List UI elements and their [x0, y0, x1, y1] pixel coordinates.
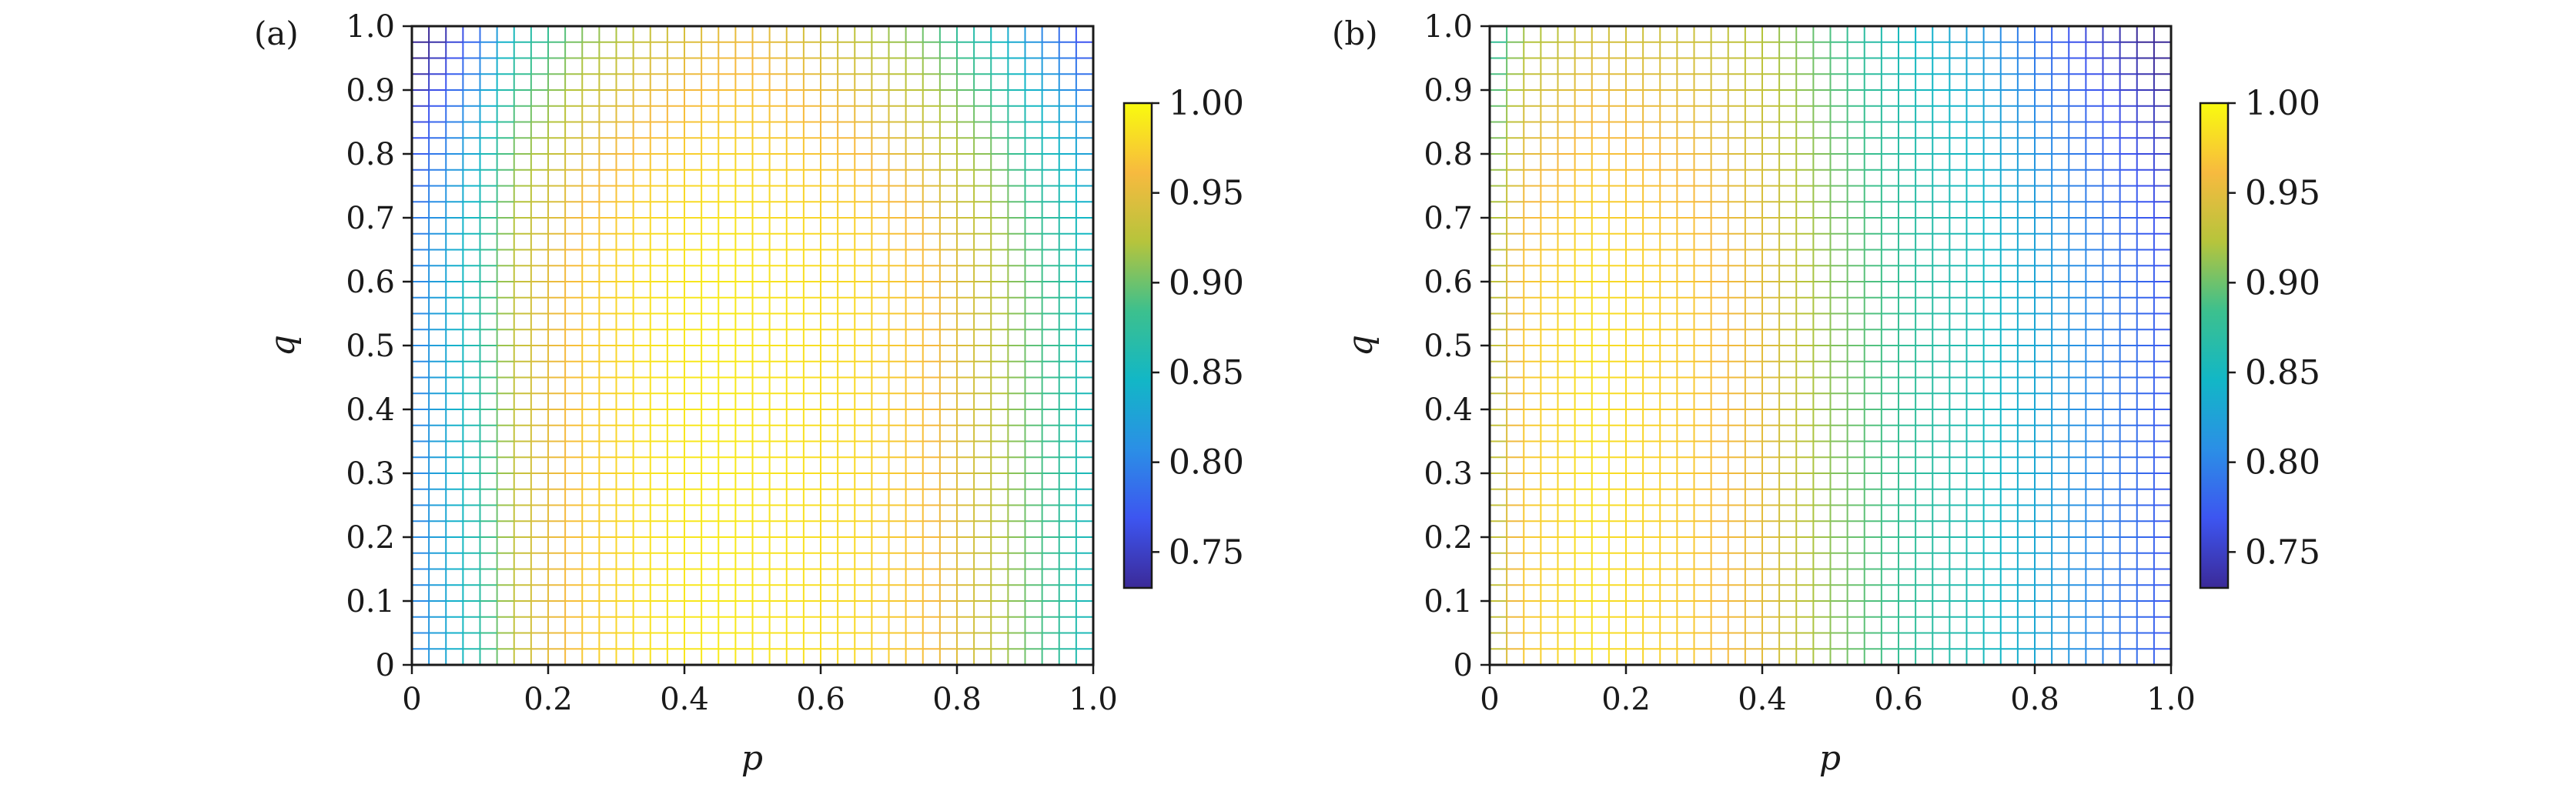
x-tick-label: 0.8 — [932, 682, 982, 717]
colorbar-tick-label: 0.80 — [1169, 443, 1244, 482]
heatmap-grid-a — [411, 25, 1094, 666]
colorbar-tick-label: 0.95 — [1169, 174, 1244, 213]
x-tick-label: 0.2 — [524, 682, 573, 717]
y-tick-label: 0.2 — [346, 520, 395, 556]
colorbar-tick-label: 0.85 — [1169, 353, 1244, 392]
y-tick-label: 0.1 — [346, 584, 395, 619]
y-axis-label-a: q — [263, 335, 303, 356]
colorbar-tick-label: 1.00 — [1169, 84, 1244, 123]
panel-a: (a) 0 0.1 0.2 0.3 0.4 0.5 0.6 0.7 0.8 0.9 1.0 0 0.2… — [254, 9, 1244, 778]
panel-b: (b) 00.10.20.30.40.50.60.70.80.91.0 0 0.2… — [1332, 9, 2320, 778]
y-tick-label: 0.8 — [346, 137, 395, 172]
x-tick-label: 0 — [402, 682, 421, 717]
y-ticks-a: 0 0.1 0.2 0.3 0.4 0.5 0.6 0.7 0.8 0.9 1.0 — [346, 9, 412, 683]
x-ticks-a: 0 0.2 0.4 0.6 0.8 1.0 — [402, 665, 1118, 717]
heatmap-grid-b — [1489, 25, 2172, 666]
colorbar-a — [1122, 102, 1153, 589]
x-axis-label-a: p — [741, 739, 763, 778]
x-tick-label: 0.6 — [796, 682, 845, 717]
panel-label-a: (a) — [254, 15, 299, 52]
y-tick-label: 0.9 — [346, 73, 395, 109]
panel-label-b: (b) — [1332, 15, 1378, 52]
colorbar-tick-label: 0.75 — [1169, 533, 1244, 572]
colorbar-ticks-a: 1.00 0.95 0.90 0.85 0.80 0.75 — [1152, 84, 1244, 572]
y-tick-label: 0 — [376, 648, 395, 683]
x-tick-label: 1.0 — [1069, 682, 1118, 717]
y-tick-label: 0.5 — [346, 329, 395, 364]
y-tick-label: 0.4 — [346, 392, 395, 428]
colorbar-tick-label: 0.90 — [1169, 263, 1244, 302]
y-tick-label: 0.6 — [346, 265, 395, 300]
y-tick-label: 1.0 — [346, 9, 395, 45]
y-tick-label: 0.3 — [346, 456, 395, 492]
x-tick-label: 0.4 — [660, 682, 709, 717]
y-tick-label: 0.7 — [346, 201, 395, 236]
